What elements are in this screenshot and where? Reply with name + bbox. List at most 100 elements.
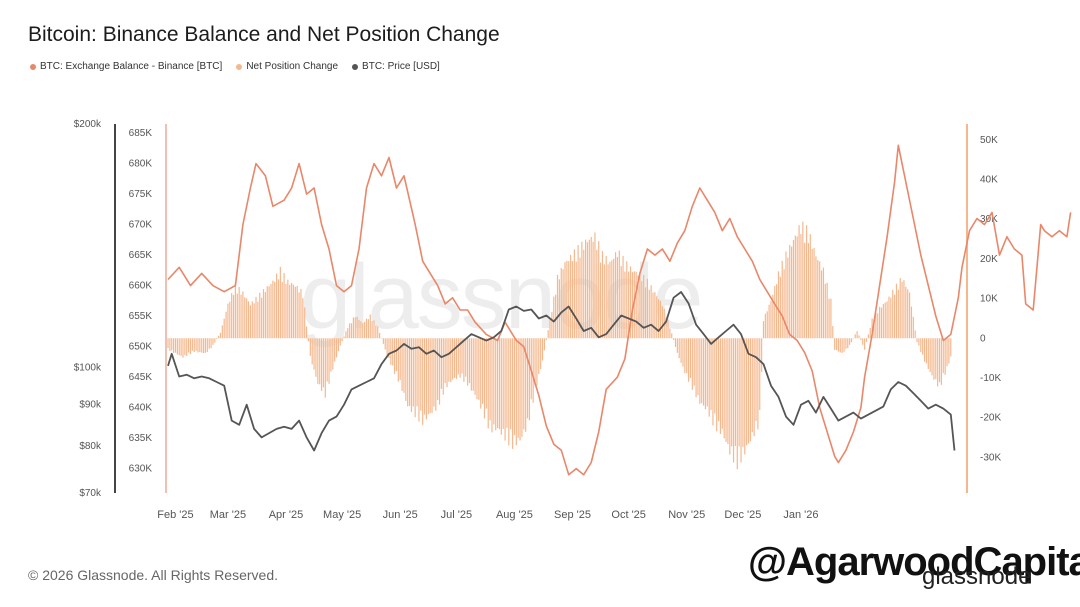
netpos-tick-label: 20K bbox=[980, 254, 998, 265]
balance-tick-label: 685K bbox=[129, 128, 153, 139]
net-position-bar bbox=[489, 338, 491, 421]
net-position-bar bbox=[328, 338, 330, 384]
net-position-bar bbox=[837, 338, 840, 352]
net-position-bar bbox=[317, 338, 319, 385]
net-position-bar bbox=[538, 338, 540, 374]
net-position-bar bbox=[167, 338, 169, 349]
net-position-bar bbox=[727, 338, 729, 445]
net-position-bar bbox=[379, 332, 381, 339]
net-position-bar bbox=[268, 286, 270, 339]
net-position-bar bbox=[639, 271, 641, 339]
net-position-bar bbox=[504, 338, 506, 441]
chart-title: Bitcoin: Binance Balance and Net Positio… bbox=[28, 23, 500, 46]
net-position-bar bbox=[895, 283, 898, 339]
net-position-bar bbox=[173, 338, 175, 353]
legend-item-balance[interactable]: BTC: Exchange Balance - Binance [BTC] bbox=[30, 61, 222, 72]
legend-item-price[interactable]: BTC: Price [USD] bbox=[352, 61, 440, 72]
net-position-bar bbox=[693, 338, 695, 386]
x-tick-label: Dec '25 bbox=[724, 509, 761, 521]
net-position-bar bbox=[781, 260, 783, 339]
price-tick-label: $100k bbox=[74, 363, 102, 374]
x-tick-label: Feb '25 bbox=[157, 509, 193, 521]
net-position-bar bbox=[326, 338, 328, 382]
net-position-bar bbox=[869, 327, 871, 339]
net-position-bar bbox=[817, 260, 819, 339]
net-position-bar bbox=[714, 338, 716, 414]
net-position-bar bbox=[478, 338, 480, 400]
x-tick-label: Aug '25 bbox=[496, 509, 533, 521]
net-position-bar bbox=[697, 338, 699, 396]
net-position-bar bbox=[431, 338, 433, 413]
net-position-bar bbox=[800, 234, 802, 339]
net-position-bar bbox=[882, 303, 884, 339]
x-tick-label: Apr '25 bbox=[269, 509, 304, 521]
net-position-bar bbox=[908, 292, 911, 339]
net-position-bar bbox=[375, 325, 377, 339]
net-position-bar bbox=[813, 247, 815, 339]
balance-tick-label: 630K bbox=[129, 464, 153, 475]
net-position-bar bbox=[680, 338, 682, 363]
net-position-bar bbox=[787, 257, 789, 339]
net-position-bar bbox=[637, 275, 639, 339]
net-position-bar bbox=[856, 331, 858, 339]
net-position-bar bbox=[476, 338, 478, 400]
net-position-bar bbox=[719, 338, 722, 434]
net-position-bar bbox=[498, 338, 501, 430]
net-position-bar bbox=[933, 338, 935, 380]
net-position-bar bbox=[221, 325, 223, 339]
net-position-bar bbox=[264, 292, 266, 339]
net-position-bar bbox=[362, 323, 364, 339]
net-position-bar bbox=[523, 338, 525, 430]
net-position-bar bbox=[712, 338, 714, 426]
net-position-bar bbox=[815, 256, 817, 339]
legend-item-netpos[interactable]: Net Position Change bbox=[236, 61, 338, 72]
net-position-bar bbox=[553, 296, 555, 339]
net-position-bar bbox=[259, 292, 261, 339]
net-position-bar bbox=[399, 338, 401, 380]
net-position-bar bbox=[828, 298, 830, 339]
net-position-bar bbox=[620, 266, 622, 339]
net-position-bar bbox=[794, 235, 796, 339]
net-position-bar bbox=[925, 338, 928, 364]
net-position-bar bbox=[300, 288, 302, 339]
net-position-bar bbox=[843, 338, 845, 352]
net-position-bar bbox=[380, 338, 383, 339]
net-position-bar bbox=[393, 338, 396, 374]
net-position-bar bbox=[671, 333, 673, 339]
legend-label-price: BTC: Price [USD] bbox=[362, 61, 440, 72]
net-position-bar bbox=[631, 272, 634, 339]
net-position-bar bbox=[465, 338, 467, 377]
net-position-bar bbox=[931, 338, 933, 376]
net-position-bar bbox=[204, 338, 207, 353]
net-position-bar bbox=[313, 338, 315, 370]
net-position-bar bbox=[598, 241, 600, 339]
net-position-bar bbox=[290, 282, 293, 339]
net-position-bar bbox=[798, 225, 800, 339]
net-position-bar bbox=[761, 338, 763, 372]
net-position-bar bbox=[324, 338, 326, 398]
net-position-bar bbox=[873, 319, 875, 339]
net-position-bar bbox=[225, 311, 227, 339]
net-position-bar bbox=[418, 338, 420, 422]
net-position-bar bbox=[274, 281, 276, 339]
net-position-bar bbox=[907, 289, 909, 339]
net-position-bar bbox=[229, 301, 231, 339]
net-position-bar bbox=[871, 318, 873, 339]
net-position-bar bbox=[562, 269, 564, 339]
net-position-bar bbox=[603, 264, 605, 339]
net-position-bar bbox=[304, 307, 306, 339]
net-position-bar bbox=[835, 338, 838, 351]
net-position-bar bbox=[354, 317, 356, 339]
net-position-bar bbox=[910, 306, 913, 339]
net-position-bar bbox=[521, 338, 523, 437]
net-position-bar bbox=[296, 285, 298, 339]
net-position-bar bbox=[701, 338, 703, 404]
net-position-bar bbox=[356, 316, 358, 339]
x-tick-label: Jan '26 bbox=[783, 509, 818, 521]
net-position-bar bbox=[790, 246, 793, 339]
net-position-bar bbox=[897, 289, 899, 339]
net-position-bar bbox=[311, 338, 313, 365]
net-position-bar bbox=[337, 338, 340, 352]
net-position-bar bbox=[819, 261, 821, 339]
net-position-bar bbox=[774, 286, 776, 339]
